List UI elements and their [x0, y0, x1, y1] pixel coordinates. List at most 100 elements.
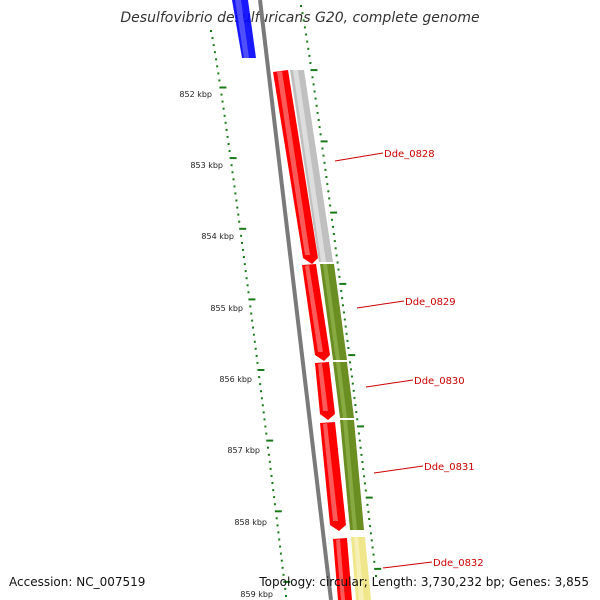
scale-minor-tick	[282, 573, 285, 576]
map-title: Desulfovibrio desulfuricans G20, complet…	[120, 10, 480, 26]
scale-minor-tick	[231, 171, 234, 174]
scale-minor-tick	[275, 517, 278, 520]
scale-minor-tick	[318, 126, 321, 129]
cds-feature-0829[interactable]	[302, 264, 330, 361]
scale-minor-tick	[338, 275, 341, 278]
scale-minor-tick	[314, 97, 317, 100]
scale-label-856: 856 kbp	[219, 375, 252, 384]
scale-major-tick	[365, 496, 373, 499]
scale-minor-tick	[264, 425, 267, 428]
scale-minor-tick	[237, 213, 240, 216]
scale-minor-tick	[247, 291, 250, 294]
scale-label-858: 858 kbp	[234, 518, 267, 527]
scale-minor-tick	[342, 304, 344, 307]
gene-label-0828[interactable]: Dde_0828	[384, 149, 435, 160]
scale-minor-tick	[316, 111, 319, 114]
scale-minor-tick	[241, 241, 243, 244]
scale-minor-tick	[349, 361, 352, 364]
scale-minor-tick	[352, 389, 355, 392]
scale-minor-tick	[233, 185, 236, 188]
genome-info-label: Topology: circular; Length: 3,730,232 bp…	[259, 575, 589, 589]
cds-feature-0832[interactable]	[333, 538, 352, 600]
label-leader-0830	[365, 379, 414, 388]
scale-label-854: 854 kbp	[201, 232, 234, 241]
gene-label-0832[interactable]: Dde_0832	[433, 558, 484, 569]
scale-minor-tick	[228, 150, 231, 153]
cds-feature-0828[interactable]	[273, 70, 318, 264]
scale-minor-tick	[230, 164, 233, 167]
scale-minor-tick	[356, 418, 359, 421]
scale-minor-tick	[367, 510, 370, 513]
cds-feature-0831[interactable]	[320, 422, 346, 531]
scale-minor-tick	[279, 545, 282, 548]
scale-minor-tick	[335, 254, 338, 257]
scale-minor-tick	[267, 453, 270, 456]
gene-feature-0830[interactable]	[333, 362, 354, 418]
gene-label-0830[interactable]: Dde_0830	[414, 376, 465, 387]
scale-minor-tick	[345, 332, 348, 335]
scale-label-859: 859 kbp	[240, 590, 273, 599]
scale-minor-tick	[234, 192, 237, 195]
scale-minor-tick	[366, 503, 369, 506]
gene-feature-0828[interactable]	[290, 70, 333, 262]
scale-label-853: 853 kbp	[190, 161, 223, 170]
scale-minor-tick	[242, 248, 244, 251]
scale-minor-tick	[262, 411, 265, 414]
scale-minor-tick	[246, 284, 249, 287]
scale-minor-tick	[281, 566, 284, 569]
scale-minor-tick	[273, 496, 276, 499]
gene-feature-0831[interactable]	[340, 420, 364, 530]
scale-minor-tick	[255, 354, 258, 357]
scale-minor-tick	[321, 147, 324, 150]
scale-major-tick	[310, 69, 318, 72]
scale-minor-tick	[253, 340, 256, 343]
scale-minor-tick	[252, 326, 254, 329]
cds-feature-0830[interactable]	[315, 362, 335, 420]
scale-minor-tick	[372, 553, 375, 556]
scale-major-tick	[248, 298, 256, 301]
scale-minor-tick	[312, 83, 315, 86]
scale-minor-tick	[240, 234, 243, 237]
scale-minor-tick	[225, 128, 228, 131]
gene-feature-0829[interactable]	[320, 264, 347, 360]
scale-minor-tick	[324, 168, 327, 171]
scale-minor-tick	[218, 79, 221, 82]
scale-minor-tick	[301, 12, 304, 15]
scale-minor-tick	[308, 54, 311, 57]
scale-minor-tick	[336, 261, 339, 264]
scale-minor-tick	[369, 532, 372, 535]
scale-minor-tick	[300, 5, 302, 7]
scale-minor-tick	[358, 439, 361, 442]
scale-minor-tick	[355, 411, 358, 414]
scale-minor-tick	[351, 382, 354, 385]
scale-minor-tick	[268, 460, 271, 463]
scale-minor-tick	[342, 311, 345, 314]
label-leader-0829	[356, 300, 405, 309]
label-leader-0832	[382, 561, 433, 569]
scale-minor-tick	[317, 119, 320, 121]
scale-minor-tick	[242, 256, 245, 258]
gene-label-0831[interactable]: Dde_0831	[424, 462, 475, 473]
scale-minor-tick	[357, 432, 360, 435]
scale-minor-tick	[260, 390, 262, 393]
scale-minor-tick	[368, 518, 371, 520]
scale-minor-tick	[363, 482, 366, 485]
scale-minor-tick	[276, 524, 279, 527]
scale-minor-tick	[265, 432, 268, 435]
scale-major-tick	[239, 227, 247, 230]
scale-minor-tick	[326, 183, 329, 186]
scale-minor-tick	[307, 47, 310, 50]
gene-feature-0832[interactable]	[351, 537, 371, 600]
scale-minor-tick	[364, 489, 367, 492]
scale-major-tick	[266, 439, 274, 442]
scale-minor-tick	[375, 575, 377, 577]
scale-major-tick	[283, 580, 291, 583]
scale-minor-tick	[309, 62, 312, 64]
label-leader-0828	[334, 152, 384, 162]
scale-minor-tick	[223, 114, 226, 117]
scale-minor-tick	[350, 368, 352, 371]
label-leader-0831	[373, 465, 424, 474]
scale-minor-tick	[322, 154, 325, 157]
gene-label-0829[interactable]: Dde_0829	[405, 297, 456, 308]
scale-minor-tick	[313, 90, 316, 93]
